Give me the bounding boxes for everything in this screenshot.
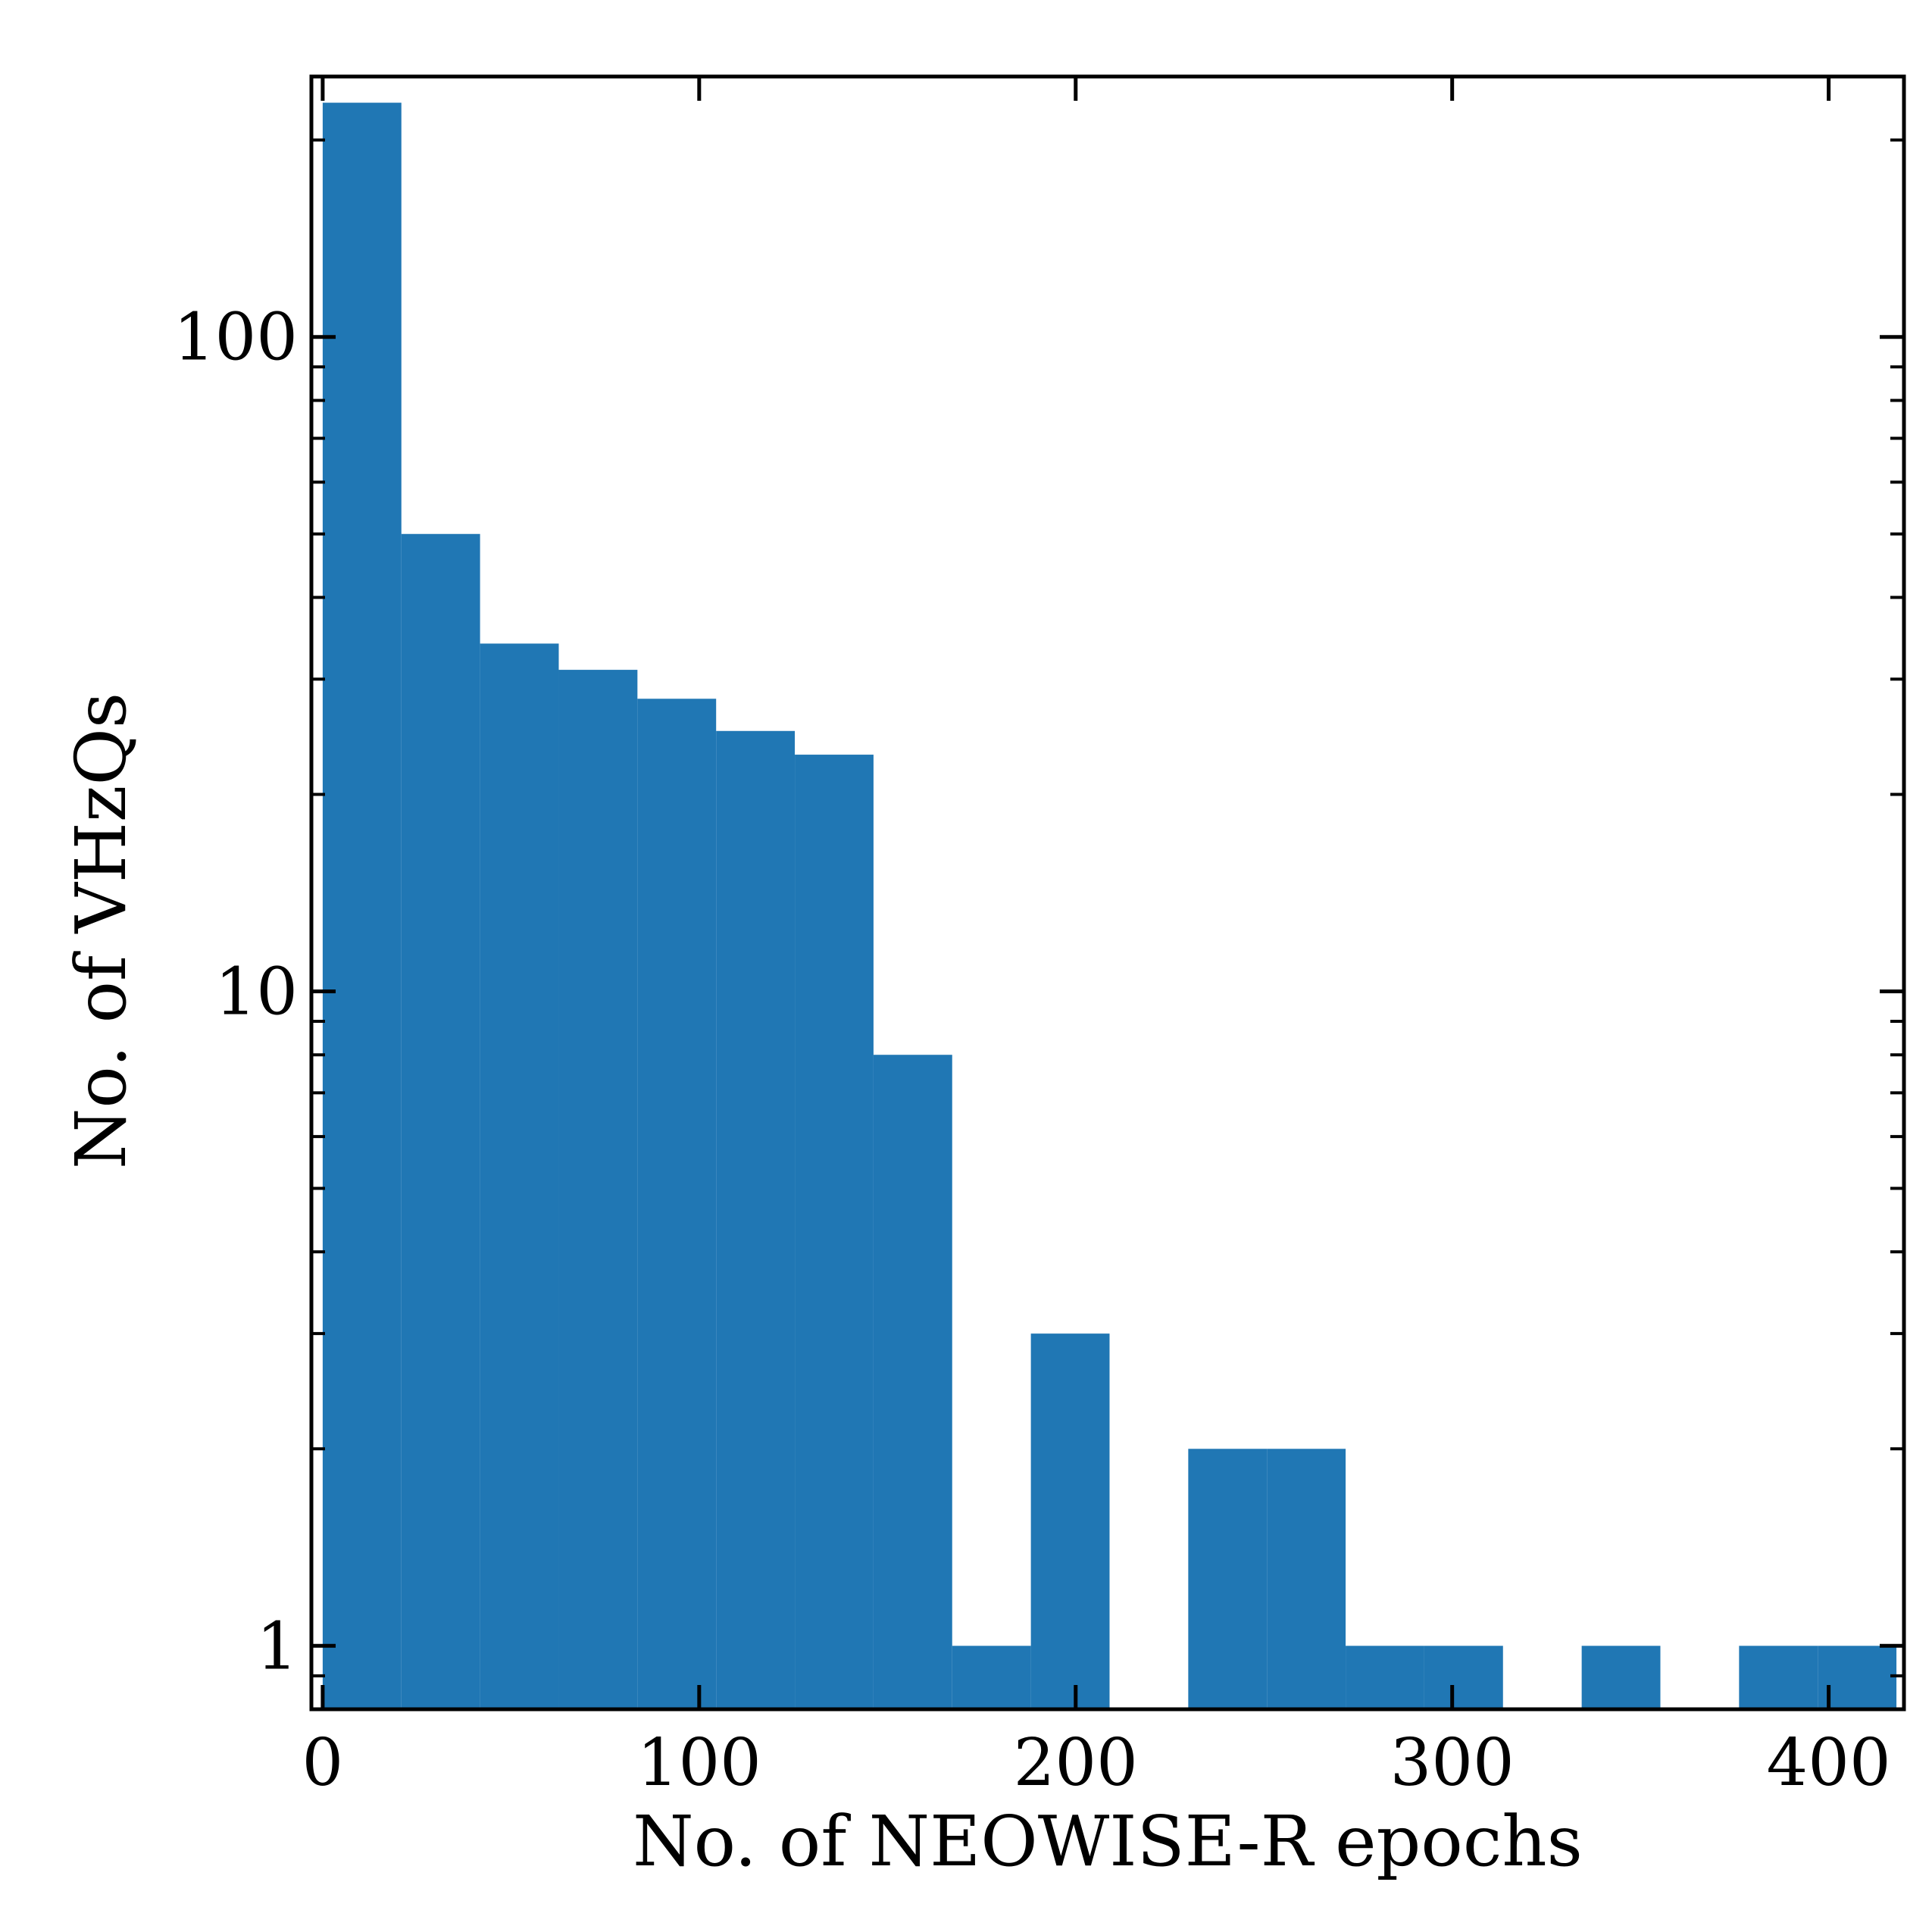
x-tick-label: 0: [302, 1725, 344, 1801]
histogram-bar: [1267, 1449, 1346, 1709]
histogram-bar: [637, 699, 717, 1709]
histogram-bar: [1424, 1646, 1503, 1709]
histogram-bar: [952, 1646, 1031, 1709]
ticks-group: [311, 77, 1904, 1709]
plot-frame: [309, 74, 1906, 1712]
histogram-bar: [716, 730, 796, 1710]
histogram-bar: [1030, 1333, 1110, 1709]
y-tick-label: 100: [174, 300, 298, 376]
x-tick-label: 200: [1014, 1725, 1138, 1801]
y-axis-label: No. of VHzQs: [61, 692, 142, 1169]
histogram-bar: [322, 102, 402, 1709]
y-tick-label: 1: [256, 1608, 298, 1684]
histogram-bar: [401, 533, 480, 1709]
histogram-bar: [1346, 1646, 1424, 1709]
histogram-bar: [558, 670, 638, 1709]
histogram-bar: [1739, 1646, 1818, 1709]
histogram-bar: [1188, 1449, 1268, 1709]
x-tick-label: 400: [1767, 1725, 1891, 1801]
histogram-bar: [480, 643, 559, 1710]
histogram-bar: [795, 755, 874, 1709]
x-axis-label: No. of NEOWISE-R epochs: [633, 1801, 1583, 1882]
histogram-bar: [873, 1055, 952, 1709]
bars-group: [322, 102, 1897, 1710]
y-tick-label: 10: [215, 955, 298, 1030]
x-tick-label: 300: [1390, 1725, 1515, 1801]
histogram-bar: [1581, 1646, 1661, 1709]
x-tick-label: 100: [637, 1725, 761, 1801]
tick-labels-group: 0 100 200 300 400 1 10 100: [174, 300, 1891, 1801]
histogram-bar: [1818, 1646, 1897, 1709]
